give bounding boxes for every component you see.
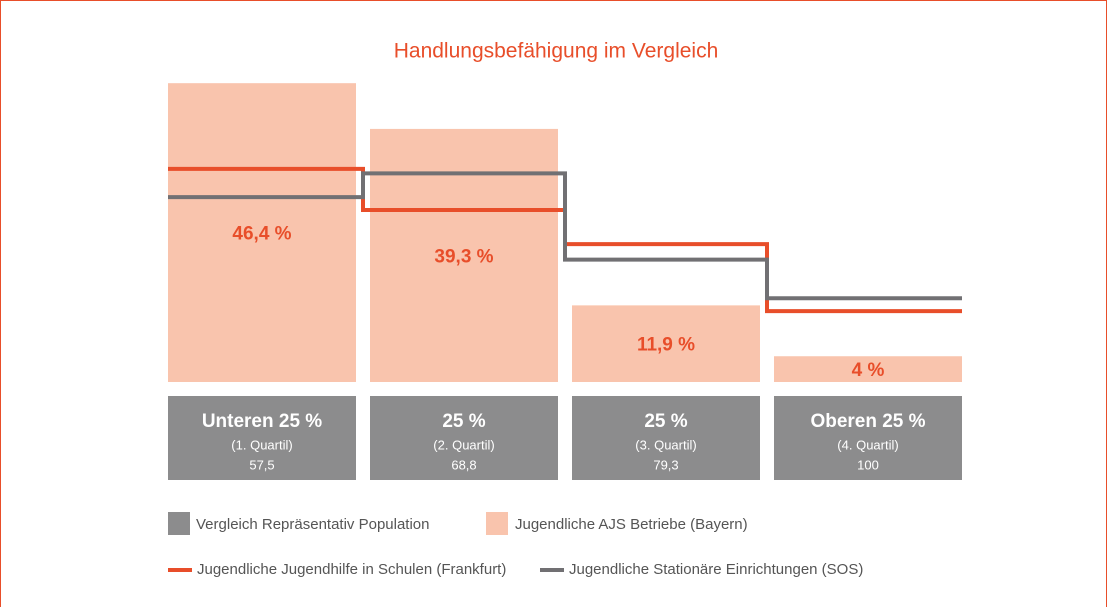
category-score: 100 (857, 457, 879, 472)
category-label: 25 % (644, 411, 687, 432)
category-score: 57,5 (249, 457, 274, 472)
legend-label: Jugendliche AJS Betriebe (Bayern) (515, 516, 748, 533)
bar (774, 356, 962, 382)
data-label: 4 % (852, 360, 885, 381)
data-label: 46,4 % (232, 224, 291, 245)
category-note: (1. Quartil) (231, 437, 292, 452)
category-note: (3. Quartil) (635, 437, 696, 452)
legend-swatch (486, 512, 508, 535)
bar (572, 305, 760, 382)
category-box (572, 396, 760, 480)
bar (370, 128, 558, 382)
bar (168, 83, 356, 383)
step-line (168, 171, 962, 301)
category-label: 25 % (442, 411, 485, 432)
legend-swatch (168, 512, 190, 535)
legend-label: Jugendliche Jugendhilfe in Schulen (Fran… (197, 561, 506, 578)
category-box (774, 396, 962, 480)
data-label: 11,9 % (637, 335, 695, 356)
category-box (168, 396, 356, 480)
category-box (370, 396, 558, 480)
category-label: Oberen 25 % (810, 411, 925, 432)
category-note: (4. Quartil) (837, 437, 898, 452)
category-score: 79,3 (653, 457, 678, 472)
chart-title: Handlungsbefähigung im Vergleich (394, 40, 719, 63)
category-score: 68,8 (451, 457, 476, 472)
category-note: (2. Quartil) (433, 437, 494, 452)
legend-label: Vergleich Repräsentativ Population (196, 516, 429, 533)
legend-label: Jugendliche Stationäre Einrichtungen (SO… (569, 561, 863, 578)
category-label: Unteren 25 % (202, 411, 322, 432)
data-label: 39,3 % (434, 246, 493, 267)
